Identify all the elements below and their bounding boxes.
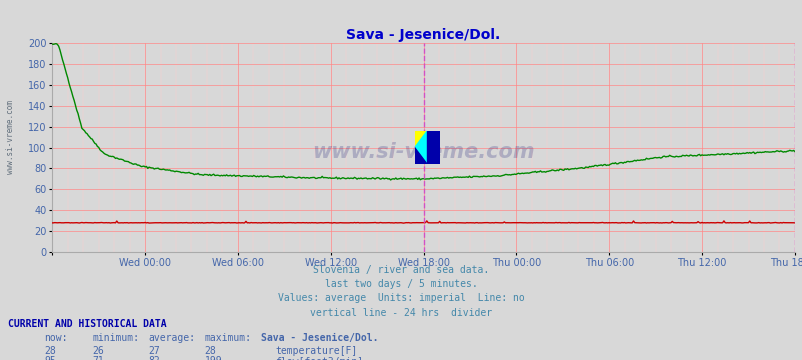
Text: minimum:: minimum: — [92, 333, 140, 343]
Text: www.si-vreme.com: www.si-vreme.com — [6, 100, 15, 174]
Text: vertical line - 24 hrs  divider: vertical line - 24 hrs divider — [310, 308, 492, 318]
Text: 71: 71 — [92, 356, 104, 360]
Text: flow[foot3/min]: flow[foot3/min] — [275, 356, 363, 360]
Text: 28: 28 — [205, 346, 217, 356]
Text: 82: 82 — [148, 356, 160, 360]
Text: maximum:: maximum: — [205, 333, 252, 343]
Text: now:: now: — [44, 333, 67, 343]
Polygon shape — [414, 131, 427, 164]
Text: 199: 199 — [205, 356, 222, 360]
Text: 26: 26 — [92, 346, 104, 356]
Text: CURRENT AND HISTORICAL DATA: CURRENT AND HISTORICAL DATA — [8, 319, 167, 329]
Text: last two days / 5 minutes.: last two days / 5 minutes. — [325, 279, 477, 289]
Text: 27: 27 — [148, 346, 160, 356]
Text: 95: 95 — [44, 356, 56, 360]
Text: Slovenia / river and sea data.: Slovenia / river and sea data. — [313, 265, 489, 275]
Polygon shape — [427, 131, 439, 164]
Text: Sava - Jesenice/Dol.: Sava - Jesenice/Dol. — [261, 333, 378, 343]
Text: Values: average  Units: imperial  Line: no: Values: average Units: imperial Line: no — [277, 293, 525, 303]
Polygon shape — [414, 148, 427, 164]
Polygon shape — [414, 131, 427, 148]
Text: 28: 28 — [44, 346, 56, 356]
Text: average:: average: — [148, 333, 196, 343]
Title: Sava - Jesenice/Dol.: Sava - Jesenice/Dol. — [346, 28, 500, 42]
Text: www.si-vreme.com: www.si-vreme.com — [312, 142, 534, 162]
Text: temperature[F]: temperature[F] — [275, 346, 357, 356]
